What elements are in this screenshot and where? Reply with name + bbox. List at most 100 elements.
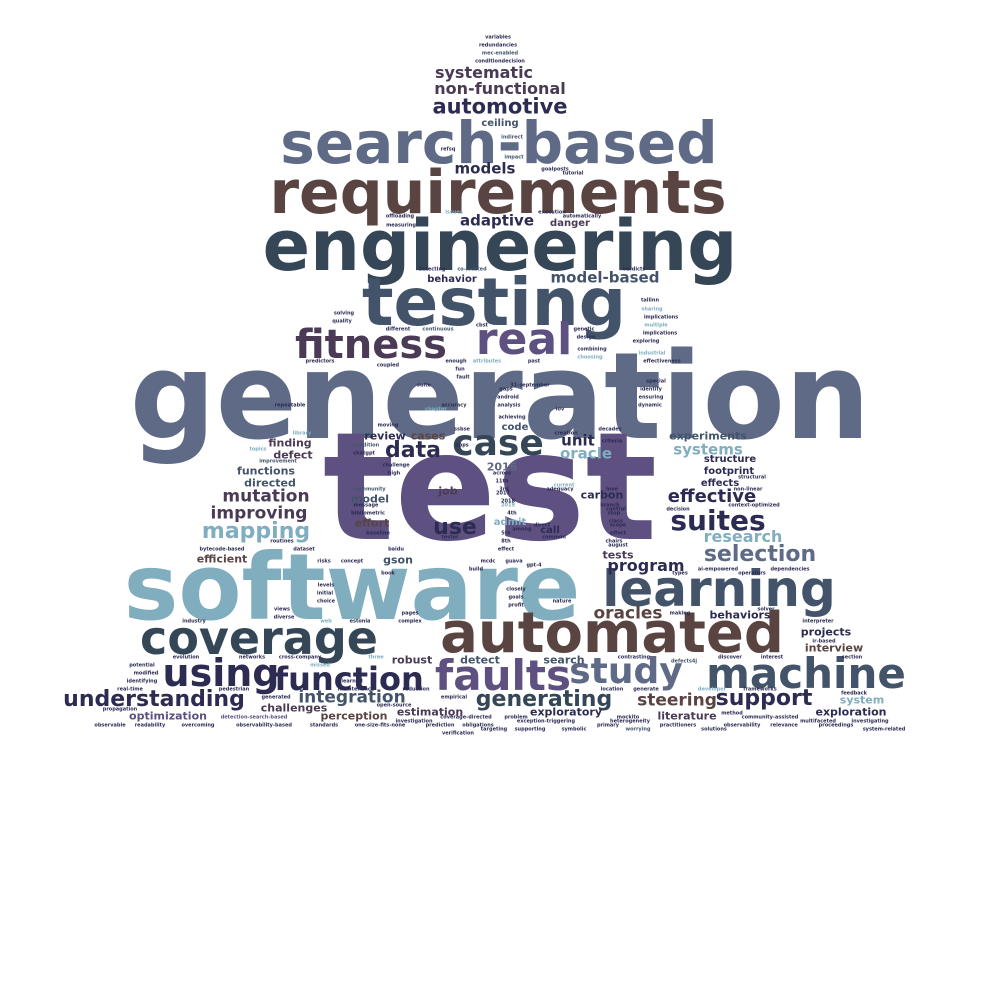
word-interpreter: interpreter xyxy=(802,618,834,625)
word-love: love xyxy=(606,486,618,493)
word-closely: closely xyxy=(506,586,526,593)
word-gpt-4: gpt-4 xyxy=(526,562,542,569)
word-context-optimized: context-optimized xyxy=(728,502,780,509)
word-2019: 2019 xyxy=(501,502,515,509)
word-footprint: footprint xyxy=(703,466,755,477)
word-location: location xyxy=(600,686,624,693)
word-solver: solver xyxy=(757,606,775,613)
word-message: message xyxy=(353,502,379,509)
word-august: august xyxy=(608,542,628,549)
word-2016: 2016 xyxy=(486,460,518,474)
word-real: real xyxy=(475,314,573,365)
word-generation: generation xyxy=(129,328,871,467)
word-challenge: challenge xyxy=(382,462,410,469)
word-past: past xyxy=(527,358,541,365)
word-oracle: oracle xyxy=(559,444,613,463)
word-common: common xyxy=(542,534,566,541)
word-choosing: choosing xyxy=(577,354,603,361)
word-profit: profit xyxy=(508,602,524,609)
word-overcoming: overcoming xyxy=(181,722,215,729)
word-current: current xyxy=(553,482,575,489)
word-control: control xyxy=(606,506,626,513)
word-exploratory: exploratory xyxy=(529,705,603,719)
word-scope: scope xyxy=(609,522,627,529)
word-industry: industry xyxy=(182,618,206,625)
word-complex: complex xyxy=(398,618,422,625)
word-goals: goals xyxy=(508,594,524,601)
word-support: support xyxy=(715,686,813,711)
word-system-related: system-related xyxy=(862,726,906,733)
word-variables: variables xyxy=(485,34,511,41)
word-danger: danger xyxy=(550,218,590,229)
word-experiments: experiments xyxy=(669,429,747,443)
word-different: different xyxy=(385,326,411,333)
word-learned: learned xyxy=(341,678,363,685)
word-three: three xyxy=(368,654,384,661)
word-effect-2: effect xyxy=(497,546,515,553)
word-automatically: automatically xyxy=(562,213,602,220)
word-feedback: feedback xyxy=(841,690,867,697)
word-mec-enabled: mec-enabled xyxy=(481,50,519,57)
word-using: using xyxy=(162,651,280,695)
word-method: method xyxy=(721,710,743,717)
word-worrying: worrying xyxy=(625,726,651,733)
word-non-functional: non-functional xyxy=(434,79,566,98)
word-systems: systems xyxy=(673,440,743,459)
word-potential: potential xyxy=(129,662,155,669)
word-case: case xyxy=(452,423,544,464)
word-missed: missed xyxy=(310,662,330,669)
word-bibliometric: bibliometric xyxy=(351,510,385,517)
word-cbst: cbst xyxy=(476,322,488,329)
word-problem: problem xyxy=(504,714,528,721)
word-fitness: fitness xyxy=(295,322,447,368)
word-readability: readability xyxy=(134,722,166,729)
word-predictors: predictors xyxy=(305,358,335,365)
word-branch: branch xyxy=(600,502,620,509)
word-baidu: baidu xyxy=(388,546,404,553)
word-across: across xyxy=(492,470,512,477)
word-steering: steering xyxy=(637,690,717,711)
word-coverage-directed: coverage-directed xyxy=(440,714,492,721)
word-improvement: improvement xyxy=(259,458,297,465)
word-web: web xyxy=(320,618,332,625)
word-implications: implications xyxy=(643,314,679,321)
word-2018: 2018 xyxy=(501,498,515,505)
word-sharing: sharing xyxy=(641,306,663,313)
word-evolution: evolution xyxy=(172,654,200,661)
word-efficient: efficient xyxy=(196,552,248,566)
word-developer: developer xyxy=(697,686,727,693)
word-tester: tester xyxy=(441,534,459,541)
word-high: high xyxy=(387,470,401,477)
word-heterogeneity: heterogeneity xyxy=(610,718,650,725)
word-frameworks: frameworks xyxy=(743,686,777,693)
word-software: software xyxy=(123,534,581,641)
word-learning: learning xyxy=(602,560,836,618)
word-effectiveness: effectiveness xyxy=(643,358,681,365)
word-exploring: exploring xyxy=(632,338,660,345)
word-detection-search-based: detection-search-based xyxy=(220,714,288,721)
word-ceiling: ceiling xyxy=(481,118,519,129)
word-integration: integration xyxy=(298,687,406,708)
word-concept: concept xyxy=(340,558,364,565)
word-directed: directed xyxy=(244,476,296,490)
word-reduction: reduction xyxy=(402,686,430,693)
word-search-based: search-based xyxy=(280,109,718,177)
word-selection: selection xyxy=(703,542,817,567)
word-functions: functions xyxy=(237,464,295,478)
word-coverage: coverage xyxy=(140,611,378,665)
word-open-source: open-source xyxy=(376,702,412,709)
word-search: search xyxy=(543,653,585,667)
word-effort: effort xyxy=(354,516,390,530)
word-estonia: estonia xyxy=(349,618,371,625)
word-multiple: multiple xyxy=(644,322,668,329)
word-execution: execution xyxy=(538,209,566,216)
word-co-located: co-located xyxy=(457,266,487,273)
word-decision: decision xyxy=(666,506,690,513)
word-solving: solving xyxy=(333,310,355,317)
word-review: review xyxy=(364,429,406,443)
word-discover: discover xyxy=(718,654,742,661)
word-effects: effects xyxy=(700,478,740,489)
word-verdicts: verdicts xyxy=(622,266,646,273)
word-risks: risks xyxy=(317,558,331,565)
word-symbolic: symbolic xyxy=(561,726,587,733)
